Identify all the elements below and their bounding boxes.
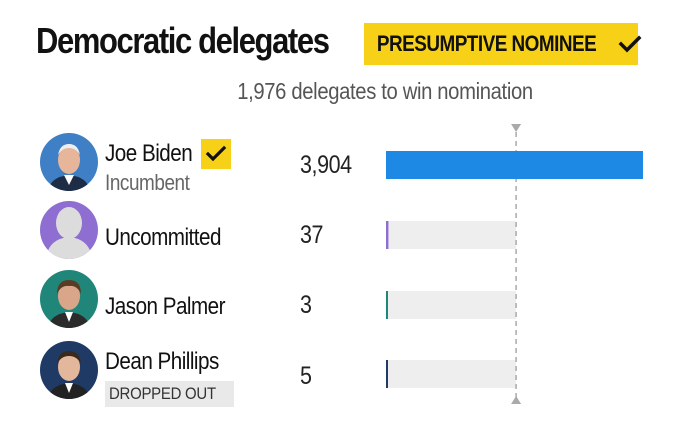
bar-dean-phillips bbox=[386, 360, 388, 388]
bar-track bbox=[386, 360, 516, 388]
threshold-top-arrow bbox=[511, 124, 522, 132]
bar-jason-palmer bbox=[386, 291, 388, 319]
jason-palmer-avatar bbox=[40, 270, 98, 328]
candidate-subtitle-biden: Incumbent bbox=[105, 170, 190, 195]
chart-title: Democratic delegates bbox=[36, 20, 330, 61]
uncommitted-avatar bbox=[40, 201, 98, 259]
bar-uncommitted bbox=[386, 221, 389, 249]
bar-joe-biden bbox=[386, 151, 643, 179]
joe-biden-avatar bbox=[40, 133, 98, 191]
dropped-out-tag: DROPPED OUT bbox=[105, 381, 235, 407]
chart-subtitle: 1,976 delegates to win nomination bbox=[237, 78, 533, 104]
value-label-biden: 3,904 bbox=[300, 151, 352, 179]
presumptive-nominee-badge: PRESUMPTIVE NOMINEE bbox=[364, 23, 642, 65]
threshold-bottom-arrow bbox=[511, 396, 522, 404]
dropped-out-tag-label: DROPPED OUT bbox=[109, 384, 216, 403]
value-label-phillips: 5 bbox=[300, 362, 312, 390]
candidate-name-palmer: Jason Palmer bbox=[105, 293, 226, 320]
value-label-uncommitted: 37 bbox=[300, 221, 324, 249]
dean-phillips-avatar bbox=[40, 341, 98, 399]
candidate-name-biden: Joe Biden bbox=[105, 140, 193, 167]
candidate-name-uncommitted: Uncommitted bbox=[105, 224, 221, 251]
badge-label: PRESUMPTIVE NOMINEE bbox=[377, 31, 597, 56]
bar-track bbox=[386, 221, 516, 249]
check-icon bbox=[617, 33, 643, 55]
bar-track bbox=[386, 291, 516, 319]
value-label-palmer: 3 bbox=[300, 291, 312, 319]
candidate-name-phillips: Dean Phillips bbox=[105, 348, 219, 375]
winner-check-icon bbox=[201, 139, 231, 169]
